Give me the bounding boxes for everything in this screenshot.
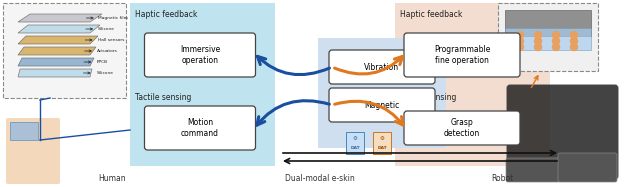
Text: Actuators: Actuators [97, 49, 118, 53]
Polygon shape [18, 47, 96, 55]
Circle shape [552, 31, 559, 39]
Text: Motion
command: Motion command [181, 118, 219, 138]
Text: Haptic feedback: Haptic feedback [135, 10, 197, 19]
FancyBboxPatch shape [558, 153, 617, 182]
Polygon shape [18, 14, 102, 22]
FancyBboxPatch shape [373, 132, 391, 154]
FancyBboxPatch shape [507, 85, 618, 179]
Text: Vibration: Vibration [364, 62, 399, 71]
Polygon shape [18, 69, 92, 77]
FancyBboxPatch shape [395, 3, 550, 166]
Text: Haptic feedback: Haptic feedback [400, 10, 462, 19]
FancyBboxPatch shape [6, 118, 60, 184]
Polygon shape [18, 25, 100, 33]
Text: ⚙: ⚙ [380, 137, 385, 142]
Circle shape [534, 38, 541, 45]
Text: Hall sensors: Hall sensors [97, 38, 124, 42]
FancyBboxPatch shape [498, 3, 598, 71]
Text: Silicone: Silicone [97, 71, 113, 75]
FancyBboxPatch shape [506, 158, 560, 182]
Circle shape [570, 31, 577, 39]
Circle shape [534, 31, 541, 39]
FancyBboxPatch shape [346, 132, 364, 154]
Text: Magnetic: Magnetic [364, 100, 399, 110]
FancyBboxPatch shape [130, 3, 275, 166]
Text: Dual-modal e-skin: Dual-modal e-skin [285, 174, 355, 183]
FancyBboxPatch shape [145, 106, 255, 150]
Text: DAT: DAT [377, 146, 387, 150]
FancyBboxPatch shape [318, 38, 446, 148]
Polygon shape [18, 36, 98, 44]
Circle shape [552, 38, 559, 45]
FancyBboxPatch shape [145, 33, 255, 77]
FancyBboxPatch shape [3, 3, 126, 98]
FancyBboxPatch shape [505, 10, 591, 36]
Text: FPCB: FPCB [97, 60, 108, 64]
FancyBboxPatch shape [404, 33, 520, 77]
FancyBboxPatch shape [329, 88, 435, 122]
Circle shape [516, 38, 524, 45]
Text: DAT: DAT [350, 146, 360, 150]
Circle shape [516, 31, 524, 39]
Text: Tactile sensing: Tactile sensing [400, 93, 456, 102]
Text: Silicone: Silicone [98, 27, 115, 31]
FancyBboxPatch shape [505, 28, 591, 50]
FancyBboxPatch shape [10, 122, 38, 140]
Circle shape [570, 38, 577, 45]
FancyBboxPatch shape [404, 111, 520, 145]
FancyBboxPatch shape [329, 50, 435, 84]
Text: Robot: Robot [492, 174, 513, 183]
Text: Grasp
detection: Grasp detection [444, 118, 480, 138]
Text: Immersive
operation: Immersive operation [180, 45, 220, 65]
Text: Tactile sensing: Tactile sensing [135, 93, 191, 102]
Circle shape [552, 44, 559, 50]
Circle shape [534, 44, 541, 50]
Text: Human: Human [98, 174, 126, 183]
Text: Programmable
fine operation: Programmable fine operation [434, 45, 490, 65]
Circle shape [570, 44, 577, 50]
Polygon shape [18, 58, 94, 66]
Text: Magnetic film: Magnetic film [99, 16, 128, 20]
Circle shape [516, 44, 524, 50]
Text: ⚙: ⚙ [353, 137, 357, 142]
